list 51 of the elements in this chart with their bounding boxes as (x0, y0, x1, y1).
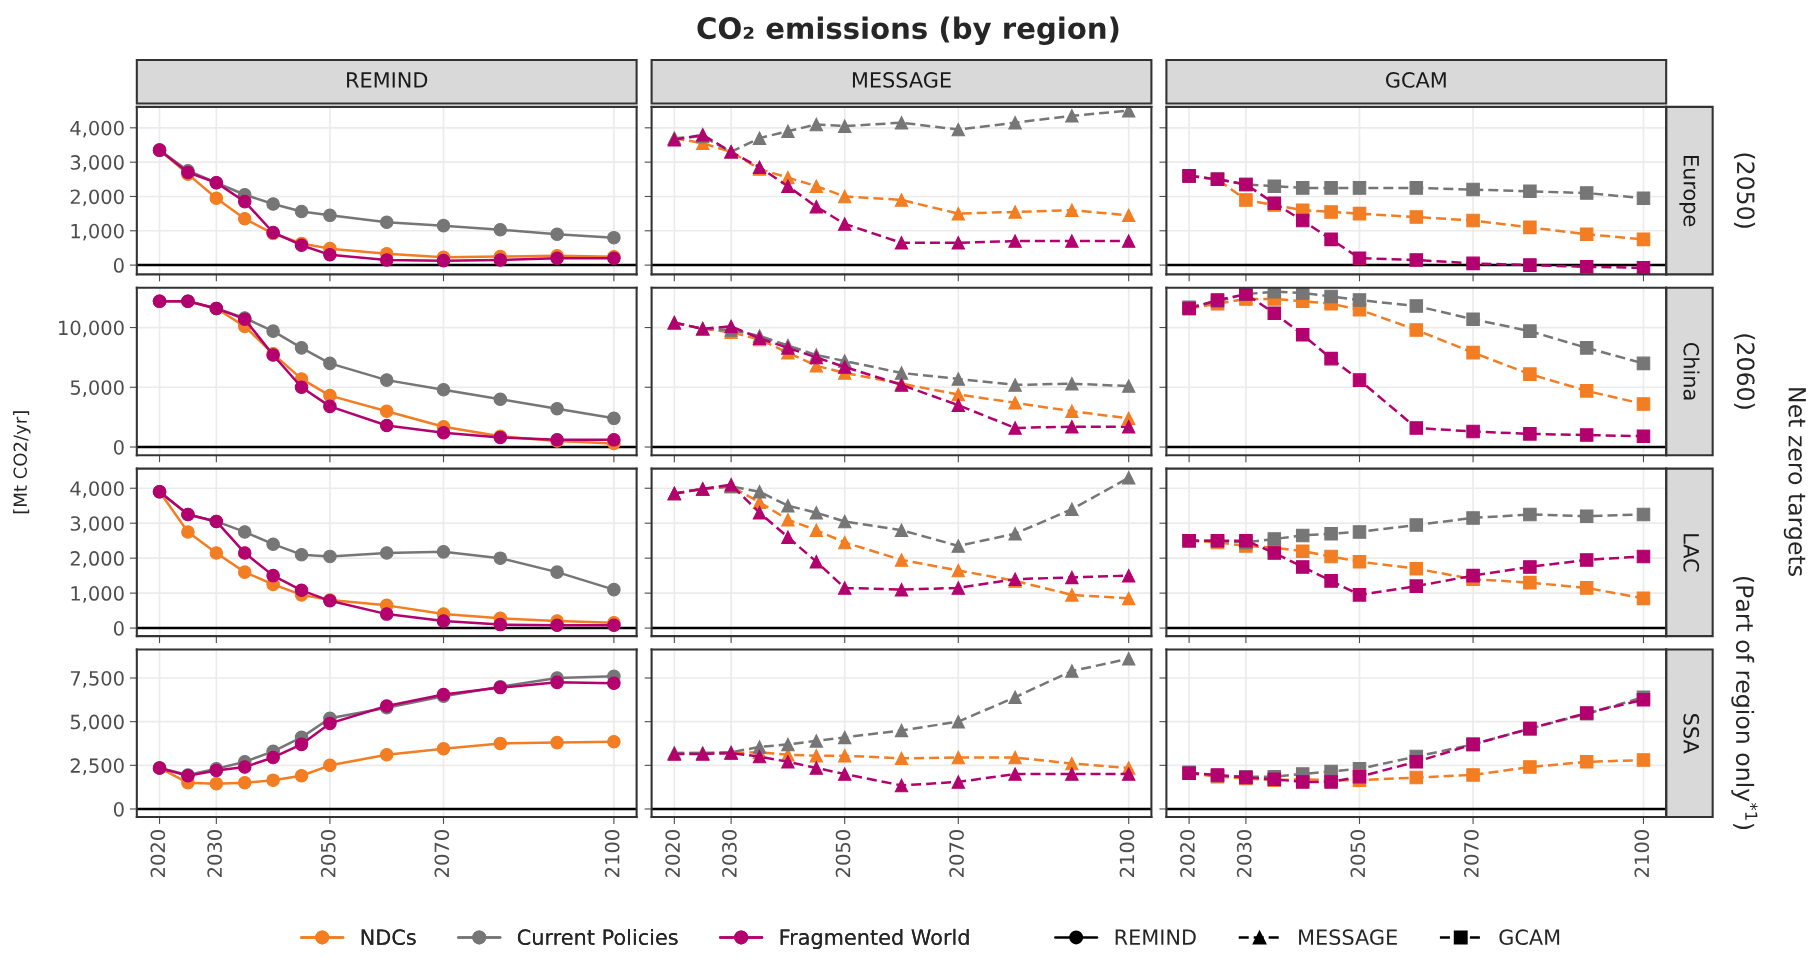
x-tick-label: 2030 (722, 830, 737, 877)
text: Net zero targets (1783, 388, 1806, 576)
y2-axis-title: SSA (1683, 714, 1700, 754)
x-tick-label: 2020 (150, 830, 166, 877)
y-tick-label: 5,000 (70, 714, 124, 732)
chart-title: GCAM (1386, 72, 1446, 88)
y-tick-label: 4,000 (70, 120, 124, 138)
x-tick-label: 2020 (665, 830, 680, 877)
text: (2050) (1734, 153, 1756, 228)
x-tick-label: 2050 (835, 830, 851, 877)
y-tick-label: 2,000 (70, 551, 124, 568)
y-tick-label: 4,000 (70, 481, 124, 498)
x-tick-label: 2070 (949, 830, 964, 877)
text: (Part of region only$^{*1}$) (1731, 576, 1758, 830)
x-tick-label: 2050 (320, 830, 336, 877)
chart-title: GCAM (1499, 929, 1560, 946)
legend-label: Current Policies (517, 928, 678, 946)
legend-label: Fragmented World (780, 928, 969, 950)
y-tick-label: 2,000 (70, 189, 124, 207)
y-tick-label: 5,000 (70, 380, 124, 397)
text: (2060) (1734, 334, 1756, 409)
y-tick-label: 7,500 (70, 670, 124, 688)
chart-title: REMIND (1115, 929, 1196, 945)
y-tick-label: 1,000 (71, 223, 124, 241)
y2-axis-title: China (1683, 342, 1700, 400)
y-tick-label: 1,000 (71, 586, 124, 603)
chart-title: MESSAGE (1299, 929, 1397, 946)
chart-title: MESSAGE (852, 72, 951, 88)
chart-title: REMIND (347, 72, 428, 88)
x-tick-label: 2050 (1350, 830, 1366, 877)
text: CO₂ emissions (by region) (697, 16, 1119, 46)
y2-axis-title: Europe (1679, 156, 1699, 227)
x-tick-label: 2030 (1236, 830, 1252, 877)
x-tick-label: 2070 (434, 830, 450, 877)
y-tick-label: 3,000 (70, 516, 124, 533)
y-tick-label: 0 (113, 801, 124, 817)
x-tick-label: 2020 (1180, 830, 1195, 877)
x-tick-label: 2030 (207, 830, 222, 877)
x-tick-label: 2070 (1464, 830, 1479, 877)
y-tick-label: 10,000 (59, 320, 124, 338)
y-tick-label: 0 (113, 621, 124, 636)
y-tick-label: 0 (113, 258, 124, 273)
text: [Mt CO2/yr] (13, 411, 31, 514)
y-tick-label: 0 (113, 439, 124, 455)
x-tick-label: 2100 (1634, 830, 1650, 877)
y-tick-label: 3,000 (70, 155, 124, 172)
y-tick-label: 2,500 (70, 758, 124, 775)
x-tick-label: 2100 (604, 830, 620, 877)
legend-label: NDCs (361, 929, 416, 946)
y2-axis-title: LAC (1683, 534, 1700, 572)
x-tick-label: 2100 (1119, 830, 1135, 877)
